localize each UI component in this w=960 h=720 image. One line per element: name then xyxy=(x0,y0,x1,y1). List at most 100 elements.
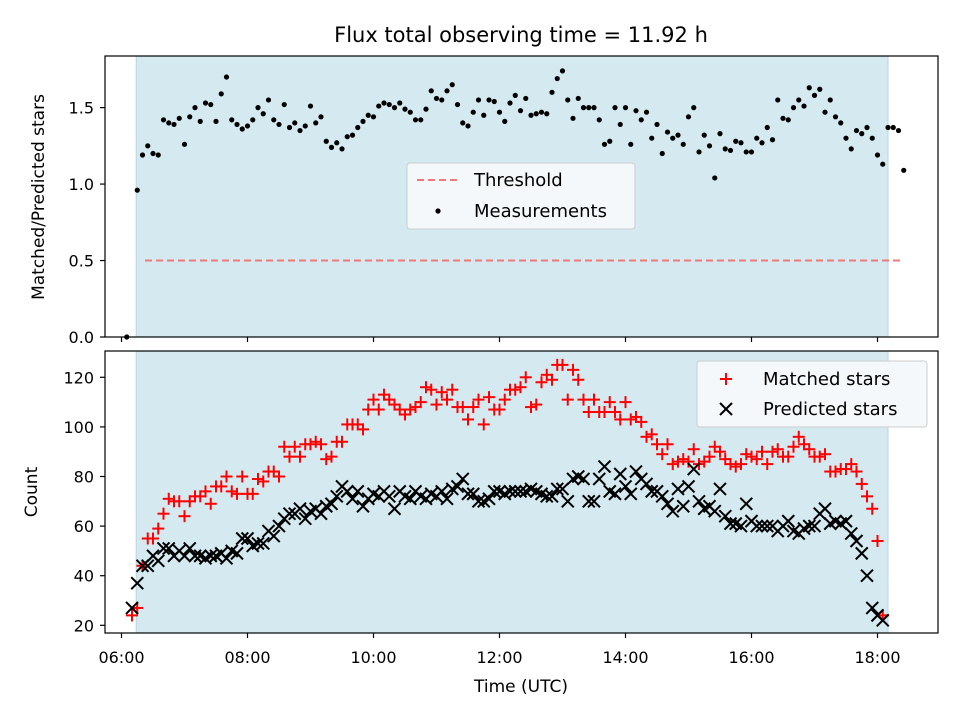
measurement-point xyxy=(549,89,555,95)
matched-star-point xyxy=(866,502,879,515)
matched-star-point xyxy=(204,497,217,510)
measurement-point xyxy=(281,101,287,108)
matched-star-point xyxy=(414,396,427,409)
matched-star-point xyxy=(546,373,558,386)
matched-star-point xyxy=(236,470,249,483)
matched-star-point xyxy=(871,534,884,547)
measurement-point xyxy=(717,131,723,137)
predicted-star-point xyxy=(471,494,486,509)
predicted-star-point xyxy=(267,529,281,543)
measurement-point xyxy=(659,150,665,157)
measurement-point xyxy=(775,97,781,103)
matched-star-point xyxy=(320,453,333,466)
top-legend-box xyxy=(406,162,636,230)
measurement-point xyxy=(318,114,324,120)
matched-star-point xyxy=(446,383,459,396)
matched-star-point xyxy=(157,507,170,520)
matched-star-point xyxy=(672,455,684,468)
measurement-point xyxy=(470,109,476,115)
predicted-star-point xyxy=(592,472,606,486)
measurement-point xyxy=(328,144,335,150)
predicted-star-point xyxy=(503,484,517,499)
predicted-star-point xyxy=(844,526,858,541)
measurement-point xyxy=(570,115,576,121)
matched-star-point xyxy=(813,450,826,463)
predicted-star-point xyxy=(618,479,633,494)
matched-star-point xyxy=(162,492,175,505)
measurement-point xyxy=(423,106,429,112)
predicted-star-point xyxy=(802,519,816,533)
matched-star-point xyxy=(582,406,595,419)
measurement-point xyxy=(622,105,629,111)
measurement-point xyxy=(512,92,518,98)
measurement-point xyxy=(675,132,681,138)
measurement-point xyxy=(502,118,508,124)
measurement-point xyxy=(244,123,251,129)
measurement-point xyxy=(670,135,676,141)
measurement-point xyxy=(465,123,471,129)
matched-star-point xyxy=(735,458,747,471)
matched-star-point xyxy=(756,445,768,458)
measurement-point xyxy=(391,105,398,111)
matched-star-point xyxy=(425,383,438,396)
matched-star-point xyxy=(225,485,238,498)
measurement-point xyxy=(229,117,235,123)
measurement-point xyxy=(680,141,686,147)
matched-star-point xyxy=(498,393,511,406)
measurement-point xyxy=(260,111,266,117)
predicted-star-point xyxy=(692,494,706,509)
predicted-star-point xyxy=(613,467,627,481)
measurement-point xyxy=(533,111,539,117)
measurement-point xyxy=(565,97,571,103)
measurement-point xyxy=(481,112,487,118)
measurement-point xyxy=(575,95,581,102)
predicted-star-point xyxy=(540,489,554,504)
matched-star-point xyxy=(456,401,469,414)
measurement-point xyxy=(475,97,482,103)
measurement-point xyxy=(806,85,812,91)
matched-star-point xyxy=(829,465,842,478)
matched-star-point xyxy=(651,438,663,451)
measurement-point xyxy=(486,97,492,103)
matched-star-point xyxy=(703,450,716,463)
measurement-point xyxy=(843,135,849,141)
predicted-star-point xyxy=(550,482,564,496)
measurement-point xyxy=(738,140,744,146)
predicted-star-point xyxy=(240,531,255,546)
matched-star-point xyxy=(220,470,233,483)
x-tick-label: 14:00 xyxy=(602,648,648,667)
x-tick-label: 18:00 xyxy=(854,648,900,667)
matched-star-point xyxy=(556,358,569,371)
matched-star-point xyxy=(525,401,537,414)
measurement-point xyxy=(313,120,319,126)
measurement-point xyxy=(181,141,188,147)
measurement-point xyxy=(538,109,545,115)
predicted-star-point xyxy=(865,601,879,615)
matched-star-point xyxy=(724,458,737,471)
matched-star-point xyxy=(325,450,338,463)
measurement-point xyxy=(748,149,755,155)
matched-star-point xyxy=(771,443,784,456)
matched-star-point xyxy=(572,373,585,386)
predicted-star-point xyxy=(188,549,202,563)
matched-star-point xyxy=(624,413,637,426)
matched-star-point xyxy=(803,443,816,456)
measurement-point xyxy=(822,109,828,115)
measurement-point xyxy=(649,135,655,141)
y-tick-label: 80 xyxy=(74,467,94,486)
x-tick-label: 12:00 xyxy=(476,648,522,667)
measurement-point xyxy=(496,109,503,115)
predicted-star-point xyxy=(760,519,774,533)
matched-star-point xyxy=(199,485,212,498)
matched-star-point xyxy=(288,440,301,453)
matched-star-point xyxy=(362,403,375,416)
matched-star-point xyxy=(577,393,590,406)
bottom-legend-box xyxy=(696,360,928,428)
measurement-point xyxy=(643,109,650,115)
measurement-point xyxy=(785,117,791,123)
legend-threshold-label: Threshold xyxy=(473,170,563,191)
measurement-point xyxy=(265,97,272,103)
measurement-point xyxy=(402,106,408,112)
predicted-star-point xyxy=(177,549,192,563)
predicted-star-point xyxy=(555,482,570,496)
